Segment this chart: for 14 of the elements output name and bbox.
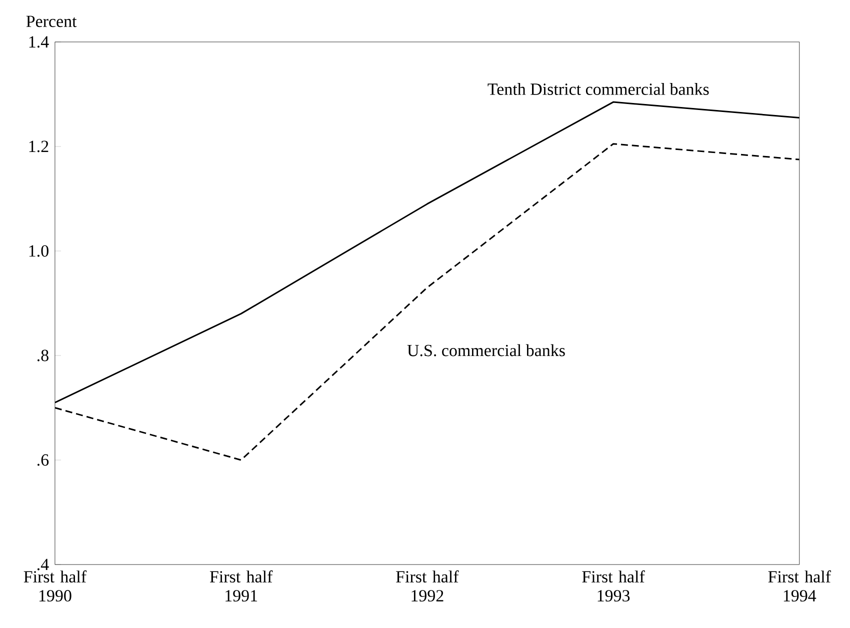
x-tick-label: First half 1993 (582, 570, 645, 602)
x-tick-label: First half 1992 (396, 570, 459, 602)
y-tick-label: .4 (37, 559, 49, 571)
y-tick-label: .8 (37, 350, 48, 362)
series-label: Tenth District commercial banks (488, 83, 709, 96)
y-tick-label: .6 (37, 454, 49, 466)
x-tick-label: First half 1994 (768, 570, 831, 602)
series-label: U.S. commercial banks (407, 344, 565, 357)
x-tick-label: First half 1990 (24, 570, 87, 602)
y-tick-label: 1.4 (29, 36, 49, 48)
y-tick-label: 1.0 (29, 245, 48, 258)
x-tick-label: First half 1991 (210, 570, 273, 602)
y-tick-label: 1.2 (29, 140, 48, 152)
y-axis-title: Percent (26, 16, 77, 28)
